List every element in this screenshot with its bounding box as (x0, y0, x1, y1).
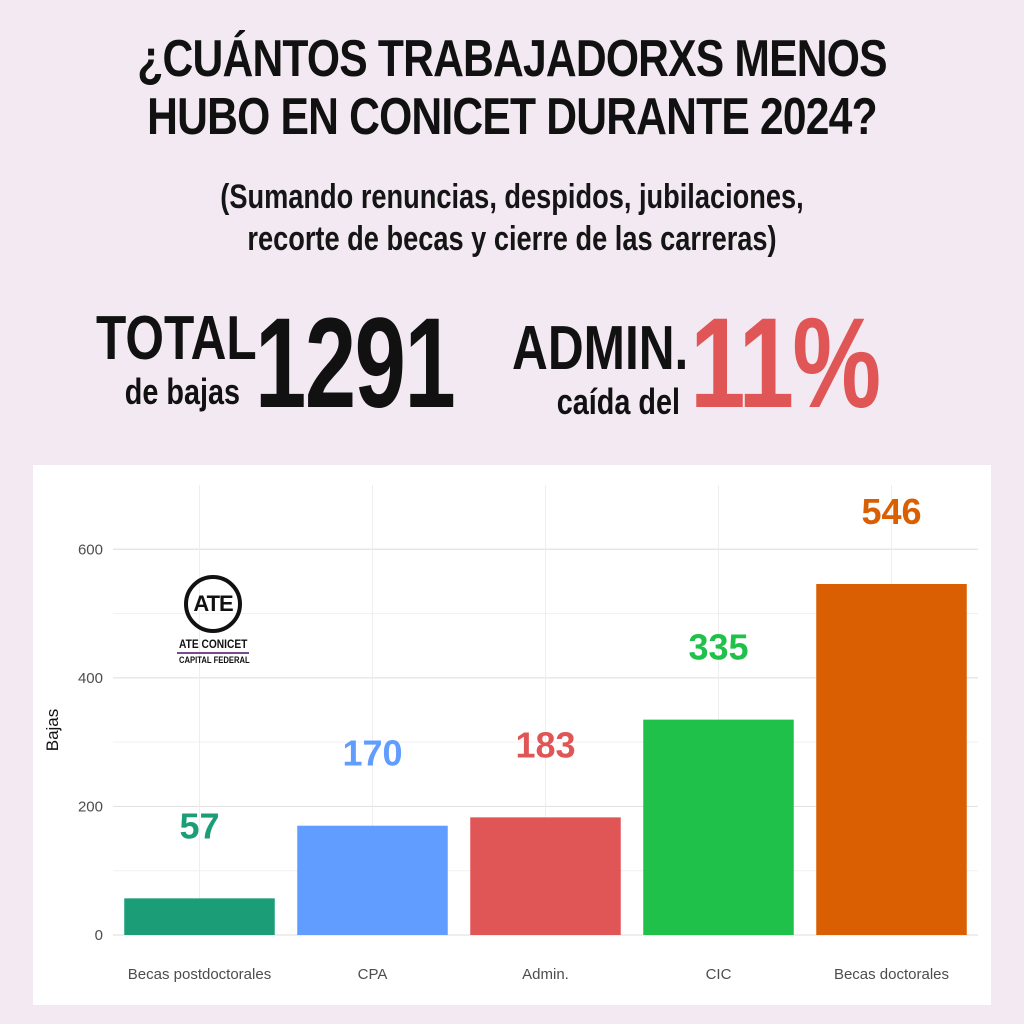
logo-subtitle: CAPITAL FEDERAL (179, 655, 250, 665)
subtitle-line-1: (Sumando renuncias, despidos, jubilacion… (220, 178, 804, 216)
y-tick-label: 200 (78, 798, 103, 815)
data-label: 170 (342, 733, 402, 774)
ate-logo-icon: ATE ATE CONICET CAPITAL FEDERAL (173, 575, 253, 665)
x-tick-label: Becas postdoctorales (128, 966, 271, 983)
x-tick-label: Admin. (522, 966, 569, 983)
data-label: 183 (515, 724, 575, 765)
x-tick-label: Becas doctorales (834, 966, 949, 983)
subtitle-line-2: recorte de becas y cierre de las carrera… (247, 220, 777, 258)
total-label-main: TOTAL (96, 304, 257, 373)
logo-initials: ATE (184, 575, 242, 633)
data-label: 335 (688, 627, 748, 668)
total-label: TOTAL de bajas (96, 304, 257, 414)
y-tick-label: 400 (78, 670, 103, 687)
bar (124, 898, 275, 935)
headline: ¿CUÁNTOS TRABAJADORXS MENOS HUBO EN CONI… (92, 30, 932, 146)
total-label-sub: de bajas (124, 371, 240, 412)
admin-label: ADMIN. caída del (512, 314, 689, 424)
logo-divider (177, 652, 249, 654)
admin-value: 11% (690, 292, 881, 435)
subtitle: (Sumando renuncias, despidos, jubilacion… (102, 176, 921, 260)
bar (470, 817, 621, 935)
y-axis-label: Bajas (43, 709, 62, 752)
headline-line-1: ¿CUÁNTOS TRABAJADORXS MENOS (137, 30, 887, 88)
x-tick-label: CIC (706, 966, 732, 983)
x-tick-label: CPA (358, 966, 388, 983)
chart-card: 0 200 400 600 57 Becas postdoctorales 170 CPA 18… (33, 465, 991, 1005)
total-value: 1291 (255, 292, 456, 435)
bar-chart: 0 200 400 600 57 Becas postdoctorales 170 CPA 18… (43, 485, 978, 983)
y-tick-label: 600 (78, 541, 103, 558)
admin-label-main: ADMIN. (512, 314, 689, 383)
bar (643, 719, 794, 935)
headline-line-2: HUBO EN CONICET DURANTE 2024? (147, 88, 877, 146)
y-tick-label: 0 (95, 927, 103, 944)
data-label: 546 (861, 491, 921, 532)
bar (297, 825, 448, 935)
admin-label-sub: caída del (556, 381, 680, 422)
data-label: 57 (179, 805, 219, 846)
logo-name: ATE CONICET (179, 637, 248, 651)
bar (816, 584, 967, 935)
